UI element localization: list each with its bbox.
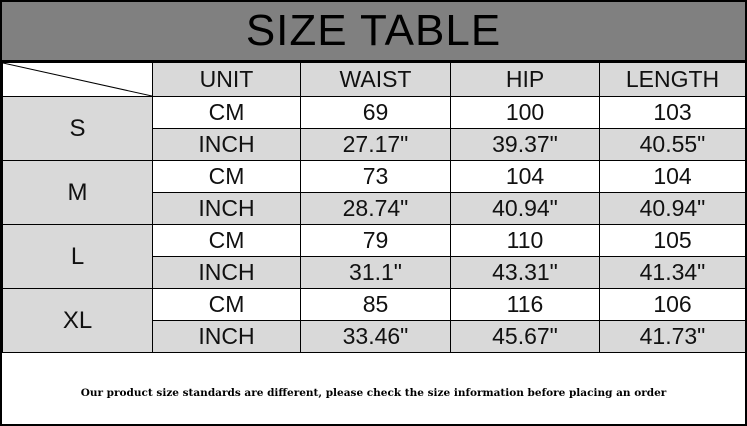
unit-cell: INCH: [152, 192, 301, 225]
hip-cell: 43.31": [450, 256, 600, 289]
hip-cell: 110: [450, 224, 600, 257]
table-row: INCH 28.74" 40.94" 40.94": [3, 192, 745, 225]
size-label: S: [2, 96, 153, 161]
table-row: L CM 79 110 105: [2, 224, 745, 289]
hip-cell: 45.67": [450, 320, 600, 353]
waist-cell: 31.1": [300, 256, 451, 289]
unit-cell: CM: [152, 160, 301, 193]
waist-cell: 28.74": [300, 192, 451, 225]
column-header-length: LENGTH: [599, 62, 745, 97]
table-row: INCH 31.1" 43.31" 41.34": [3, 256, 745, 289]
column-header-waist: WAIST: [300, 62, 451, 97]
waist-cell: 33.46": [300, 320, 451, 353]
column-header-hip: HIP: [450, 62, 600, 97]
page-title: SIZE TABLE: [2, 2, 745, 62]
hip-cell: 40.94": [450, 192, 600, 225]
length-cell: 40.55": [599, 128, 745, 161]
size-label: XL: [2, 288, 153, 353]
waist-cell: 85: [300, 288, 451, 321]
length-cell: 105: [599, 224, 745, 257]
unit-cell: CM: [152, 224, 301, 257]
waist-cell: 27.17": [300, 128, 451, 161]
unit-cell: INCH: [152, 256, 301, 289]
table-row: INCH 33.46" 45.67" 41.73": [3, 320, 745, 353]
length-cell: 41.34": [599, 256, 745, 289]
size-note: Our product size standards are different…: [80, 387, 667, 399]
size-table: UNIT WAIST HIP LENGTH S CM 69 100 103 INCH 27.…: [2, 62, 745, 353]
length-cell: 40.94": [599, 192, 745, 225]
length-cell: 104: [599, 160, 745, 193]
waist-cell: 73: [300, 160, 451, 193]
hip-cell: 116: [450, 288, 600, 321]
unit-cell: INCH: [152, 128, 301, 161]
table-row: S CM 69 100 103: [2, 96, 745, 161]
column-header-unit: UNIT: [152, 62, 301, 97]
length-cell: 41.73": [599, 320, 745, 353]
table-row: M CM 73 104 104: [2, 160, 745, 225]
table-row: XL CM 85 116 106: [2, 288, 745, 353]
hip-cell: 39.37": [450, 128, 600, 161]
waist-cell: 79: [300, 224, 451, 257]
size-label: M: [2, 160, 153, 225]
table-row: INCH 27.17" 39.37" 40.55": [3, 128, 745, 161]
length-cell: 103: [599, 96, 745, 129]
diagonal-corner-cell: [2, 62, 153, 97]
length-cell: 106: [599, 288, 745, 321]
unit-cell: CM: [152, 96, 301, 129]
size-label: L: [2, 224, 153, 289]
hip-cell: 104: [450, 160, 600, 193]
hip-cell: 100: [450, 96, 600, 129]
unit-cell: INCH: [152, 320, 301, 353]
header-row: UNIT WAIST HIP LENGTH: [2, 62, 745, 97]
waist-cell: 69: [300, 96, 451, 129]
unit-cell: CM: [152, 288, 301, 321]
